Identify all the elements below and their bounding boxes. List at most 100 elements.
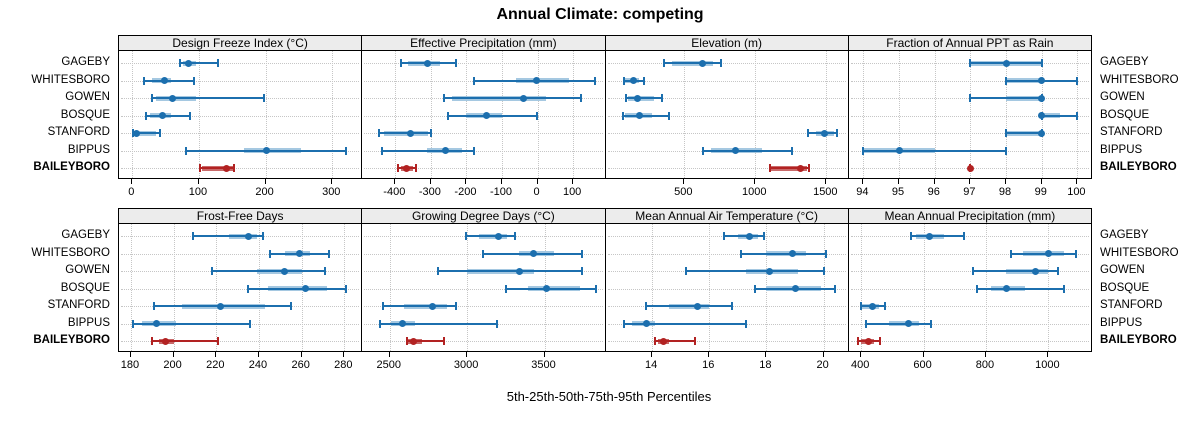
whisker-cap-95th xyxy=(581,267,584,275)
whisker-cap-5th xyxy=(621,111,624,120)
percentile-line-5-95 xyxy=(654,340,695,342)
median-dot xyxy=(133,129,141,137)
panel-header-elevation-m: Elevation (m) xyxy=(604,35,849,51)
station-label-right: BIPPUS xyxy=(1100,143,1143,156)
station-label-left: WHITESBORO xyxy=(31,246,110,259)
axis-tick xyxy=(331,179,333,184)
percentile-line-5-95 xyxy=(200,167,235,169)
gridline-vertical xyxy=(132,51,134,178)
panel-elevation-m xyxy=(604,50,849,179)
median-dot xyxy=(895,147,903,154)
axis-tick xyxy=(429,179,431,184)
whisker-cap-5th xyxy=(482,249,485,258)
whisker-cap-5th xyxy=(862,146,865,155)
percentile-line-5-95 xyxy=(622,114,670,117)
whisker-cap-95th xyxy=(642,76,645,85)
station-label-left: GAGEBY xyxy=(61,229,110,241)
whisker-cap-5th xyxy=(975,284,978,293)
station-label-right: BAILEYBORO xyxy=(1100,334,1177,346)
median-dot xyxy=(1038,94,1046,102)
gridline-horizontal xyxy=(850,271,1089,272)
whisker-cap-95th xyxy=(345,284,348,293)
median-dot xyxy=(698,59,706,67)
whisker-cap-5th xyxy=(504,284,507,293)
gridline-horizontal xyxy=(121,133,360,134)
gridline-vertical xyxy=(389,224,391,351)
whisker-cap-95th xyxy=(822,267,825,275)
median-dot xyxy=(519,94,527,102)
axis-tick-label: 100 xyxy=(188,186,208,198)
gridline-horizontal xyxy=(850,236,1089,237)
gridline-vertical xyxy=(899,51,901,178)
panel-mean-annual-air-temperature-c xyxy=(604,223,849,352)
median-dot xyxy=(642,320,650,327)
median-dot xyxy=(1038,112,1046,119)
axis-tick-label: 95 xyxy=(891,186,905,198)
axis-tick-label: 600 xyxy=(913,359,932,371)
whisker-cap-95th xyxy=(454,302,457,310)
station-label-right: WHITESBORO xyxy=(1100,73,1179,86)
median-dot xyxy=(533,77,541,84)
whisker-cap-95th xyxy=(661,94,664,102)
whisker-cap-5th xyxy=(685,267,688,275)
axis-tick xyxy=(862,179,864,184)
axis-tick xyxy=(131,179,133,184)
whisker-cap-5th xyxy=(399,59,402,67)
whisker-cap-95th xyxy=(963,232,966,240)
gridline-horizontal xyxy=(850,133,1089,134)
gridline-horizontal xyxy=(121,168,360,169)
axis-tick-label: 98 xyxy=(998,186,1012,198)
percentile-line-5-95 xyxy=(1010,252,1077,255)
gridline-horizontal xyxy=(364,133,603,134)
whisker-cap-95th xyxy=(745,319,748,328)
axis-tick-label: -200 xyxy=(454,186,477,198)
whisker-cap-95th xyxy=(808,164,811,172)
whisker-cap-95th xyxy=(834,284,837,293)
whisker-cap-5th xyxy=(446,111,449,120)
gridline-vertical xyxy=(755,51,757,178)
whisker-cap-95th xyxy=(930,319,933,328)
axis-tick-label: -100 xyxy=(489,186,513,198)
percentile-line-5-95 xyxy=(505,287,596,290)
axis-tick xyxy=(860,352,862,357)
gridline-horizontal xyxy=(121,80,360,82)
median-dot xyxy=(217,302,225,310)
percentile-line-5-95 xyxy=(151,97,265,99)
station-label-left: STANFORD xyxy=(47,126,110,138)
whisker-cap-5th xyxy=(464,232,467,240)
percentile-line-5-95 xyxy=(976,287,1064,290)
gridline-vertical xyxy=(173,224,175,351)
axis-tick-label: 0 xyxy=(533,186,540,198)
gridline-horizontal xyxy=(607,168,846,169)
percentile-line-5-95 xyxy=(379,132,431,134)
whisker-cap-5th xyxy=(378,129,381,137)
axis-tick-label: 100 xyxy=(562,186,582,198)
whisker-cap-5th xyxy=(969,94,972,102)
axis-tick-label: 1500 xyxy=(813,186,838,198)
gridline-vertical xyxy=(709,224,711,351)
median-dot xyxy=(1044,250,1052,257)
whisker-cap-95th xyxy=(594,284,597,293)
whisker-cap-5th xyxy=(131,129,134,137)
percentile-line-5-95 xyxy=(133,322,251,325)
axis-tick xyxy=(1047,352,1049,357)
median-dot xyxy=(159,112,167,119)
whisker-cap-95th xyxy=(835,129,838,137)
whisker-cap-95th xyxy=(1005,146,1008,155)
percentile-line-5-95 xyxy=(382,305,456,307)
whisker-cap-5th xyxy=(472,76,475,85)
median-dot xyxy=(423,59,431,67)
gridline-horizontal xyxy=(364,306,603,307)
station-label-left: GOWEN xyxy=(65,91,110,103)
gridline-horizontal xyxy=(607,63,846,64)
median-dot xyxy=(1038,129,1046,137)
percentile-line-5-95 xyxy=(192,235,264,237)
percentile-line-5-95 xyxy=(1006,132,1042,134)
axis-tick xyxy=(1076,179,1078,184)
gridline-vertical xyxy=(130,224,132,351)
whisker-cap-95th xyxy=(719,59,722,67)
percentile-line-5-95 xyxy=(212,270,326,272)
median-dot xyxy=(966,164,974,172)
gridline-vertical xyxy=(537,51,539,178)
